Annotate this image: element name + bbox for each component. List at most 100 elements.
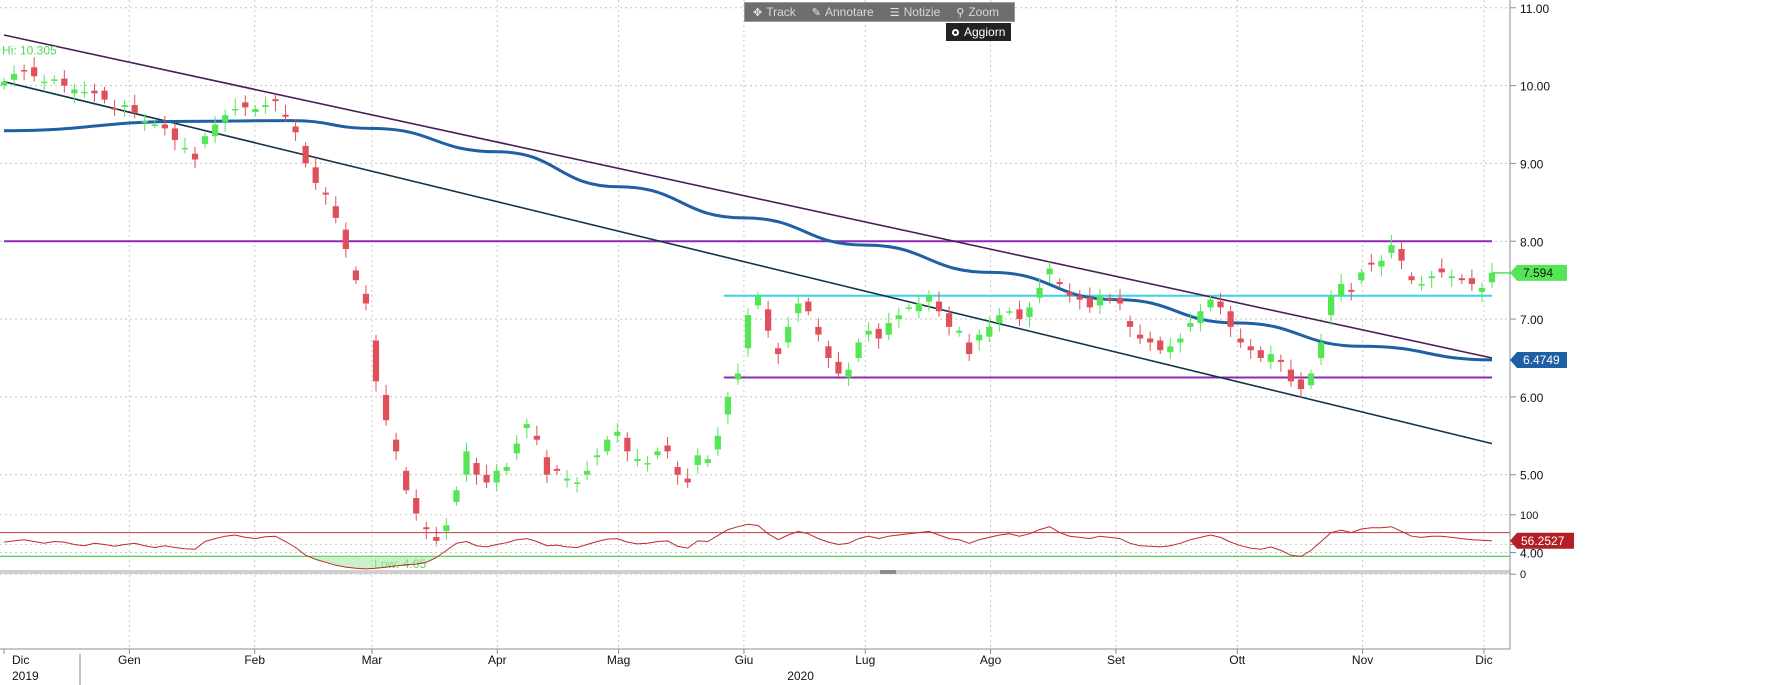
candle [1116,289,1124,311]
candle [1287,359,1295,387]
candle-body [1378,260,1385,267]
candle [1056,278,1063,288]
candle-body [1368,262,1375,265]
track-button[interactable]: ✥ Track [745,5,804,19]
candle-body [1438,268,1445,273]
refresh-button[interactable]: Aggiorn [946,23,1012,41]
candle [292,119,299,141]
candle-body [252,108,259,113]
news-button[interactable]: ☰ Notizie [882,5,949,19]
moving-average-tag-background [1510,351,1567,368]
news-label: Notizie [903,5,941,19]
candle [775,342,782,365]
crosshair-icon: ✥ [753,6,763,19]
candle-body [543,457,551,475]
candle [342,222,349,258]
rsi-y-tick-label: 100 [1520,510,1538,522]
candle [443,518,450,540]
candle-body [222,115,229,122]
candle [754,291,762,310]
candle [714,427,721,457]
y-tick-label: 6.00 [1520,391,1544,405]
candle-body [1016,309,1023,320]
x-tick-label: Mag [607,653,630,667]
moving-average-line [3,119,1493,362]
candle-body [1277,359,1284,362]
candle [161,115,168,136]
candle [1358,268,1365,285]
candle-body [1348,289,1355,292]
candle [845,362,852,387]
candle-body [362,293,370,304]
zoom-button[interactable]: ⚲ Zoom [948,5,1007,19]
candle-body [935,301,943,312]
candle-body [1408,276,1415,281]
candle [212,115,219,144]
panel-divider[interactable] [0,570,1510,574]
candle-body [604,439,611,452]
trendlines [3,34,1493,445]
candle [1237,328,1244,348]
candle [1378,255,1385,277]
rsi-grid [0,514,1510,575]
candle [704,455,711,467]
candle [10,65,18,87]
candle-body [594,455,601,458]
candle [1438,258,1445,278]
y-axis: 11.00 10.00 9.00 8.00 7.00 6.00 5.00 4.00 7.594 6… [1509,0,1574,649]
candle [825,340,832,369]
x-tick-label: Ott [1229,653,1246,667]
annotate-button[interactable]: ✎ Annotare [804,5,882,19]
y-tick-label: 10.00 [1520,80,1550,94]
candle-body [141,120,148,123]
candle-body [523,424,530,429]
last-price-tag: 7.594 [1510,264,1567,281]
candle [483,464,490,488]
candle-body [433,536,440,541]
candle [945,306,953,336]
candlestick-series [0,57,1496,547]
candle-body [1126,321,1134,327]
zoom-label: Zoom [968,5,1000,19]
candle-body [664,445,671,452]
candle-body [805,301,812,312]
candle-body [724,396,732,415]
x-year-label: 2019 [12,669,39,683]
rsi-last-value-background [1510,532,1574,549]
candle [966,333,973,362]
candle [31,57,38,82]
candle-body [915,303,923,312]
pencil-icon: ✎ [811,6,821,19]
x-tick-label: Giu [735,653,754,667]
candle-body [1207,299,1214,308]
candle-body [553,468,561,471]
candle-body [1448,276,1455,279]
candle [523,418,530,439]
candle-body [1147,338,1154,343]
candle-body [815,326,822,335]
candle [413,489,420,521]
candle-body [1026,307,1033,318]
candle-body [1046,268,1053,275]
candle-body [945,313,953,327]
candle-body [513,443,520,454]
candle [855,338,862,362]
candle-body [1187,322,1194,327]
candle-body [1177,338,1184,343]
candle [302,142,309,168]
candle-body [1458,278,1465,281]
candle-body [1388,245,1395,253]
candle-body [1247,346,1254,351]
candle-body [1488,272,1496,283]
candle [1478,282,1486,302]
candle [322,187,329,205]
rsi-last-value-label: 56.2527 [1521,534,1565,548]
candle-body [121,105,128,108]
news-icon: ☰ [889,6,900,19]
candle [20,64,28,81]
candle [423,521,430,540]
candle-body [1478,287,1486,292]
panel-divider-handle[interactable] [880,570,896,574]
candle [1046,261,1053,283]
